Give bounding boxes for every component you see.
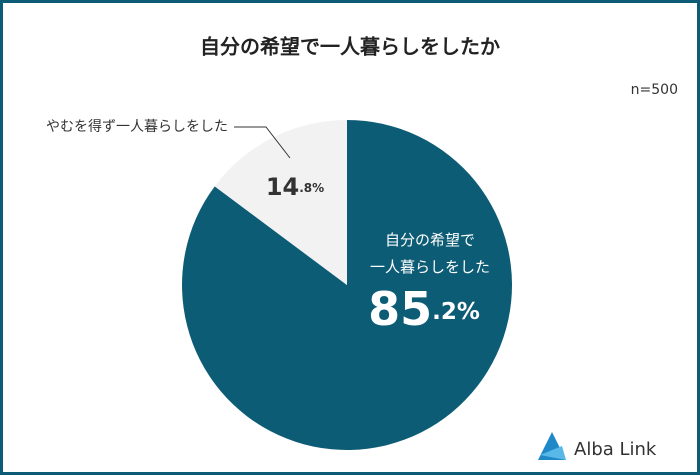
- value-label-major: 85: [368, 282, 432, 336]
- slice-label: 自分の希望で一人暮らしをした: [370, 231, 490, 276]
- logo-icon-accent: [540, 446, 566, 460]
- value-label: 14.8%: [266, 173, 324, 201]
- value-label-major: 14: [266, 173, 299, 201]
- brand: Alba Link: [574, 439, 657, 460]
- annotation: n=500: [631, 82, 678, 98]
- slice-label: やむを得ず一人暮らしをした: [46, 118, 228, 135]
- leader-line: [234, 126, 291, 159]
- chart-title: 自分の希望で一人暮らしをしたか: [200, 35, 500, 59]
- slice-label-line: 自分の希望で: [385, 231, 475, 249]
- value-label-minor: .2%: [432, 299, 480, 325]
- slice-label-line: 一人暮らしをした: [370, 258, 490, 276]
- value-label-minor: .8%: [299, 181, 324, 195]
- value-label: 85.2%: [368, 282, 480, 336]
- pie-slice: [214, 120, 347, 285]
- logo: Alba Link: [538, 432, 657, 460]
